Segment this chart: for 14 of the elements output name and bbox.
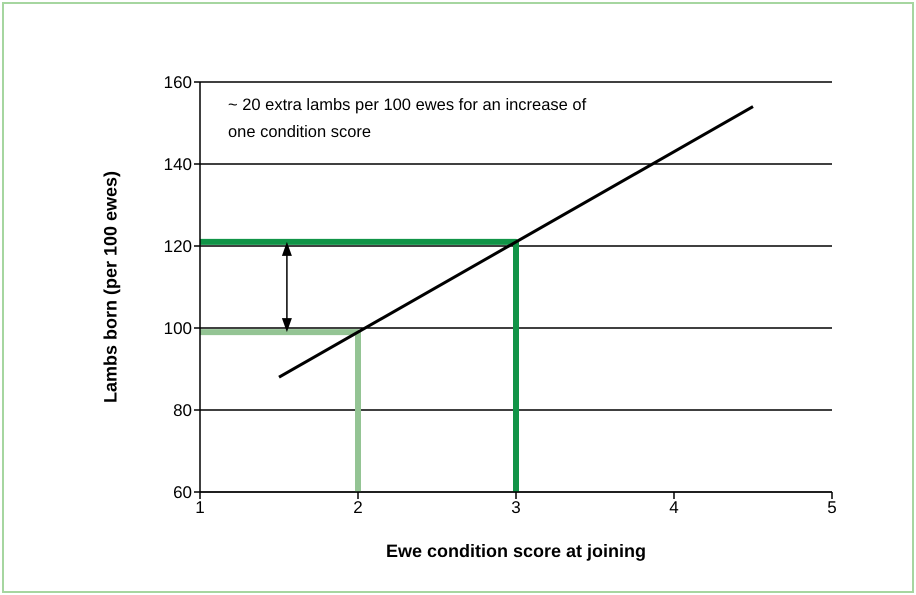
- y-tick-label: 140: [164, 155, 192, 174]
- x-tick-label: 5: [827, 498, 837, 518]
- x-tick-label: 3: [511, 498, 521, 518]
- y-tick-label: 160: [164, 73, 192, 92]
- y-tick-label: 80: [173, 401, 192, 420]
- x-axis-title: Ewe condition score at joining: [386, 541, 646, 561]
- y-axis-title: Lambs born (per 100 ewes): [100, 170, 120, 404]
- x-tick-label: 4: [669, 498, 679, 518]
- y-tick-label: 120: [164, 237, 192, 256]
- y-tick-label: 60: [173, 483, 192, 502]
- x-tick-label: 2: [353, 498, 363, 518]
- y-tick-label: 100: [164, 319, 192, 338]
- annotation: ~ 20 extra lambs per 100 ewes for an increase of one condition score: [228, 95, 588, 143]
- x-tick-label: 1: [195, 498, 205, 518]
